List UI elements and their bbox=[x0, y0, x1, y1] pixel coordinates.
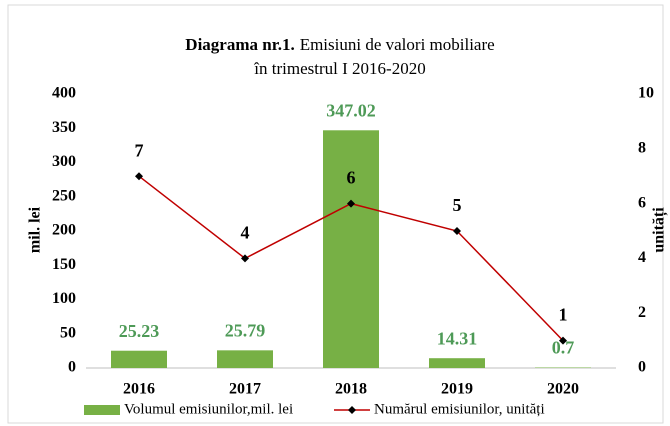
y2-tick-label: 8 bbox=[638, 139, 646, 156]
chart-frame bbox=[7, 4, 664, 424]
title-part: Diagrama nr.1. bbox=[185, 35, 294, 54]
bar bbox=[217, 350, 273, 368]
legend-swatch bbox=[84, 405, 120, 415]
y-tick-label: 200 bbox=[52, 222, 76, 239]
line-value-label: 7 bbox=[135, 140, 144, 160]
line-value-label: 5 bbox=[453, 195, 462, 215]
x-tick-label: 2019 bbox=[441, 381, 473, 398]
y2-tick-label: 10 bbox=[638, 85, 654, 102]
chart-title: Diagrama nr.1. Emisiuni de valori mobilia… bbox=[185, 35, 494, 54]
line-marker bbox=[347, 199, 355, 208]
line-value-label: 6 bbox=[347, 168, 356, 188]
y-tick-label: 400 bbox=[52, 85, 76, 102]
bar bbox=[111, 350, 167, 368]
bar-value-label: 0.7 bbox=[552, 338, 575, 358]
chart-subtitle: în trimestrul I 2016-2020 bbox=[253, 59, 425, 78]
y-tick-label: 150 bbox=[52, 256, 76, 273]
x-tick-label: 2018 bbox=[335, 381, 367, 398]
line-marker bbox=[241, 254, 249, 263]
y2-axis-label: unități bbox=[651, 207, 669, 253]
x-tick-label: 2016 bbox=[123, 381, 155, 398]
y2-tick-label: 4 bbox=[638, 249, 646, 266]
bar bbox=[323, 130, 379, 368]
y2-tick-label: 2 bbox=[638, 304, 646, 321]
title-part: Emisiuni de valori mobiliare bbox=[300, 35, 495, 54]
legend-marker bbox=[348, 406, 356, 414]
line-value-label: 4 bbox=[241, 223, 250, 243]
y2-tick-label: 0 bbox=[638, 359, 646, 376]
legend-label: Volumul emisiunilor,mil. lei bbox=[124, 401, 293, 417]
line-marker bbox=[453, 227, 461, 235]
legend-label: Numărul emisiunilor, unități bbox=[374, 401, 545, 417]
bar-value-label: 347.02 bbox=[326, 100, 376, 120]
bar-value-label: 25.79 bbox=[225, 320, 266, 340]
y-tick-label: 50 bbox=[60, 324, 76, 341]
y2-tick-label: 6 bbox=[638, 194, 646, 211]
y-tick-label: 300 bbox=[52, 153, 76, 170]
bar-value-label: 25.23 bbox=[119, 321, 160, 341]
x-tick-label: 2017 bbox=[229, 381, 261, 398]
line-marker bbox=[135, 172, 143, 181]
bar bbox=[429, 358, 485, 368]
y-tick-label: 100 bbox=[52, 290, 76, 307]
line-marker bbox=[559, 336, 567, 345]
y-tick-label: 250 bbox=[52, 187, 76, 204]
y-tick-label: 350 bbox=[52, 119, 76, 136]
bar-value-label: 14.31 bbox=[437, 328, 478, 348]
x-tick-label: 2020 bbox=[547, 381, 579, 398]
line-value-label: 1 bbox=[559, 305, 568, 325]
y-axis-label: mil. lei bbox=[27, 206, 44, 253]
y-tick-label: 0 bbox=[68, 359, 76, 376]
